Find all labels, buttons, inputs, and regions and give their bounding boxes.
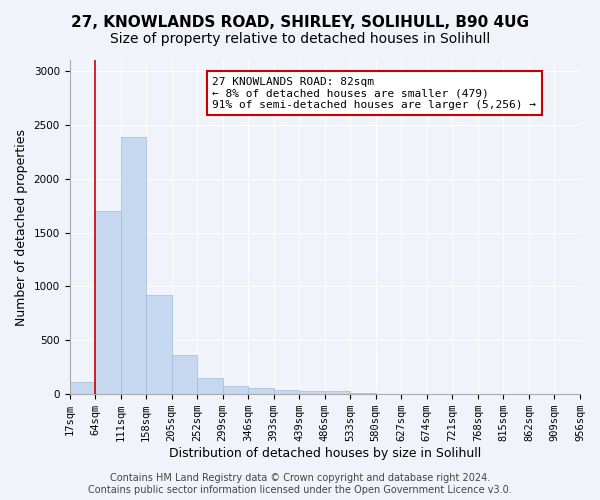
Bar <box>274 390 299 394</box>
Bar <box>223 386 248 394</box>
Bar <box>299 391 325 394</box>
Text: 27 KNOWLANDS ROAD: 82sqm
← 8% of detached houses are smaller (479)
91% of semi-d: 27 KNOWLANDS ROAD: 82sqm ← 8% of detache… <box>212 76 536 110</box>
Bar <box>146 295 172 394</box>
Bar <box>325 391 350 394</box>
Text: Contains HM Land Registry data © Crown copyright and database right 2024.
Contai: Contains HM Land Registry data © Crown c… <box>88 474 512 495</box>
Bar <box>172 356 197 394</box>
Bar <box>350 393 376 394</box>
Bar <box>95 211 121 394</box>
Bar <box>248 388 274 394</box>
Y-axis label: Number of detached properties: Number of detached properties <box>15 128 28 326</box>
Bar <box>121 136 146 394</box>
Bar <box>197 378 223 394</box>
Text: 27, KNOWLANDS ROAD, SHIRLEY, SOLIHULL, B90 4UG: 27, KNOWLANDS ROAD, SHIRLEY, SOLIHULL, B… <box>71 15 529 30</box>
Bar <box>70 382 95 394</box>
X-axis label: Distribution of detached houses by size in Solihull: Distribution of detached houses by size … <box>169 447 481 460</box>
Text: Size of property relative to detached houses in Solihull: Size of property relative to detached ho… <box>110 32 490 46</box>
